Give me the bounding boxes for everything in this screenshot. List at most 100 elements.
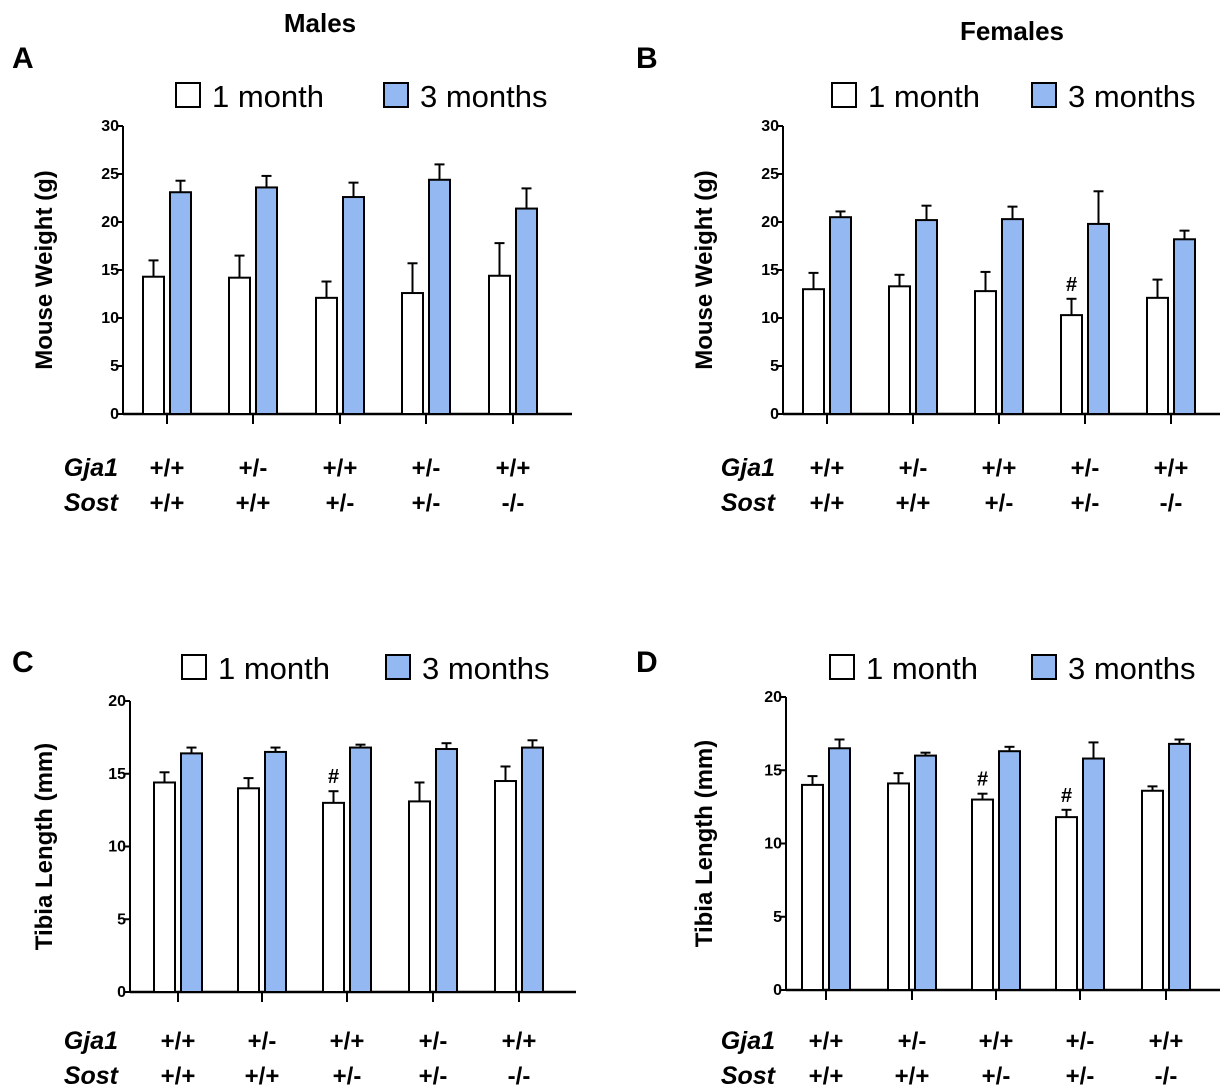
sost-genotype-b: +/+ — [896, 490, 931, 517]
y-tick-label-d: 5 — [773, 909, 782, 926]
bar-1-month-a — [488, 274, 511, 416]
bar-3-months-a — [255, 186, 278, 415]
y-tick-label-b: 15 — [761, 262, 779, 279]
gja1-genotype-d: +/+ — [809, 1028, 844, 1055]
y-tick-label-a: 30 — [101, 118, 119, 135]
y-tick-label-d: 20 — [764, 689, 782, 706]
y-tick-label-c: 15 — [108, 766, 126, 783]
sost-genotype-d: +/+ — [895, 1063, 930, 1086]
sost-genotype-c: +/+ — [245, 1063, 280, 1086]
bar-1-month-d — [1055, 816, 1078, 991]
sost-genotype-b: +/- — [1071, 490, 1100, 517]
bar-3-months-c — [521, 746, 544, 993]
gja1-genotype-a: +/+ — [323, 455, 358, 482]
bar-1-month-c — [408, 800, 431, 994]
bar-1-month-c — [237, 787, 260, 993]
y-tick-label-a: 5 — [110, 358, 119, 375]
legend-3-months-label-b: 3 months — [1068, 79, 1196, 114]
bar-1-month-a — [401, 292, 424, 416]
gene-label-gja1-d: Gja1 — [721, 1027, 775, 1055]
bar-3-months-c — [180, 752, 203, 993]
sost-genotype-b: +/+ — [810, 490, 845, 517]
bar-1-month-b — [802, 288, 825, 416]
legend-1-month-label-d: 1 month — [866, 651, 978, 686]
y-tick-label-c: 10 — [108, 839, 126, 856]
gja1-genotype-b: +/- — [899, 455, 928, 482]
bar-3-months-b — [829, 216, 852, 415]
bar-3-months-d — [828, 747, 851, 992]
sost-genotype-a: +/+ — [150, 490, 185, 517]
bar-1-month-a — [228, 276, 251, 415]
y-tick-label-a: 25 — [101, 166, 119, 183]
sost-genotype-c: -/- — [508, 1063, 531, 1086]
panel-label-d: D — [636, 646, 658, 679]
gja1-genotype-a: +/+ — [150, 455, 185, 482]
gene-label-gja1-a: Gja1 — [64, 454, 118, 482]
bar-1-month-c — [322, 801, 345, 993]
legend-3-months-swatch-d — [1031, 654, 1057, 680]
sost-genotype-b: -/- — [1160, 490, 1183, 517]
y-axis-label-a: Mouse Weight (g) — [31, 170, 58, 370]
sost-genotype-a: -/- — [502, 490, 525, 517]
legend-3-months-swatch-a — [383, 82, 409, 108]
bar-1-month-b — [888, 285, 911, 416]
bar-1-month-a — [315, 296, 338, 415]
gja1-genotype-b: +/+ — [810, 455, 845, 482]
sost-genotype-a: +/- — [412, 490, 441, 517]
sost-genotype-d: +/- — [1066, 1063, 1095, 1086]
gja1-genotype-c: +/+ — [330, 1028, 365, 1055]
sost-genotype-d: +/+ — [809, 1063, 844, 1086]
panel-label-b: B — [636, 42, 658, 75]
legend-1-month-label-a: 1 month — [212, 79, 324, 114]
legend-1-month-swatch-c — [181, 654, 207, 680]
legend-1-month-label-b: 1 month — [868, 79, 980, 114]
gja1-genotype-d: +/+ — [1149, 1028, 1184, 1055]
gene-label-sost-d: Sost — [721, 1062, 777, 1086]
gja1-genotype-b: +/- — [1071, 455, 1100, 482]
legend-3-months-label-c: 3 months — [422, 651, 550, 686]
bar-3-months-d — [998, 750, 1021, 992]
y-tick-label-a: 20 — [101, 214, 119, 231]
bar-1-month-b — [1146, 296, 1169, 415]
bar-3-months-a — [515, 207, 538, 415]
y-tick-label-d: 0 — [773, 982, 782, 999]
bar-1-month-d — [1141, 789, 1164, 992]
significance-marker-b: # — [1066, 274, 1077, 296]
y-axis-label-d: Tibia Length (mm) — [691, 740, 718, 948]
gene-label-sost-b: Sost — [721, 489, 777, 517]
legend-1-month-swatch-b — [831, 82, 857, 108]
sost-genotype-a: +/+ — [236, 490, 271, 517]
bar-1-month-d — [971, 798, 994, 991]
significance-marker-c: # — [328, 766, 339, 788]
gja1-genotype-a: +/+ — [496, 455, 531, 482]
gene-label-sost-a: Sost — [64, 489, 120, 517]
gja1-genotype-b: +/+ — [1154, 455, 1189, 482]
females-title: Females — [960, 16, 1064, 46]
legend-3-months-swatch-b — [1031, 82, 1057, 108]
y-tick-label-c: 20 — [108, 693, 126, 710]
gja1-genotype-a: +/- — [239, 455, 268, 482]
y-tick-label-b: 30 — [761, 118, 779, 135]
bar-1-month-d — [887, 782, 910, 991]
panel-label-a: A — [12, 42, 34, 75]
bar-3-months-b — [915, 219, 938, 415]
bar-1-month-a — [142, 275, 165, 415]
bar-3-months-c — [435, 748, 458, 994]
y-tick-label-a: 10 — [101, 310, 119, 327]
bar-3-months-b — [1173, 238, 1196, 415]
y-tick-label-b: 0 — [770, 406, 779, 423]
bar-3-months-a — [342, 196, 365, 415]
y-tick-label-b: 25 — [761, 166, 779, 183]
significance-marker-d: # — [1061, 785, 1072, 807]
y-tick-label-d: 10 — [764, 836, 782, 853]
bar-3-months-b — [1087, 222, 1110, 415]
sost-genotype-c: +/+ — [161, 1063, 196, 1086]
gja1-genotype-d: +/- — [898, 1028, 927, 1055]
y-tick-label-c: 0 — [117, 984, 126, 1001]
sost-genotype-d: -/- — [1155, 1063, 1178, 1086]
gja1-genotype-b: +/+ — [982, 455, 1017, 482]
bar-3-months-c — [349, 746, 372, 993]
legend-3-months-swatch-c — [385, 654, 411, 680]
y-tick-label-b: 5 — [770, 358, 779, 375]
